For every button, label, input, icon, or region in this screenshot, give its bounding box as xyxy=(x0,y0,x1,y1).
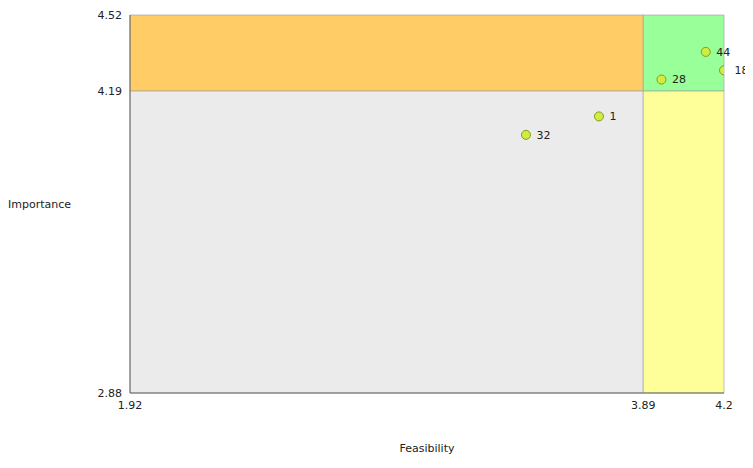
svg-text:Feasibility: Feasibility xyxy=(400,442,455,455)
svg-text:44: 44 xyxy=(716,46,730,59)
svg-text:1: 1 xyxy=(609,110,616,123)
svg-text:Importance: Importance xyxy=(8,198,71,211)
svg-text:32: 32 xyxy=(537,129,551,142)
svg-text:4.52: 4.52 xyxy=(98,9,123,22)
svg-text:4.2: 4.2 xyxy=(715,399,733,412)
svg-text:3.89: 3.89 xyxy=(631,399,656,412)
svg-text:2.88: 2.88 xyxy=(98,387,123,400)
svg-text:28: 28 xyxy=(672,73,686,86)
svg-text:18: 18 xyxy=(735,64,745,77)
svg-text:4.19: 4.19 xyxy=(98,85,123,98)
svg-text:1.92: 1.92 xyxy=(118,399,143,412)
